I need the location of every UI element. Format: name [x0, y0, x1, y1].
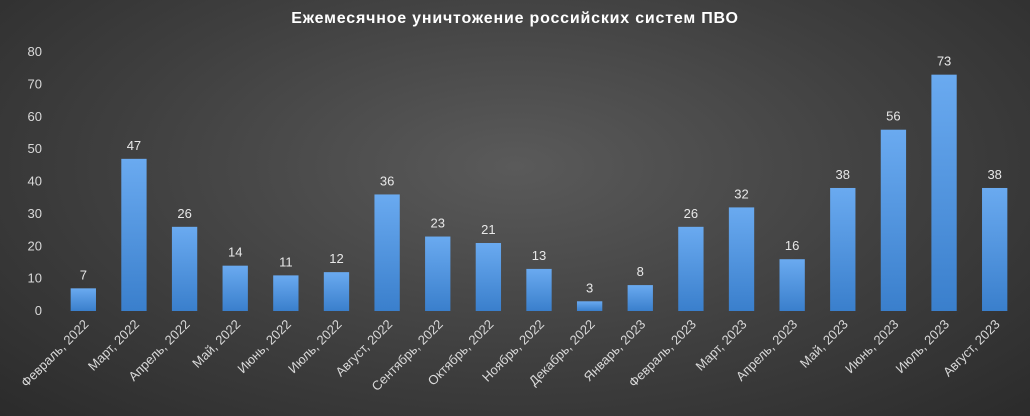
- data-label: 56: [886, 109, 900, 124]
- x-tick-label: Февраль, 2022: [18, 317, 92, 391]
- data-label: 38: [987, 167, 1001, 182]
- x-tick-label: Июнь, 2023: [842, 317, 902, 377]
- bar: [982, 187, 1008, 311]
- bar: [323, 272, 350, 311]
- bar: [374, 194, 400, 311]
- y-tick-label: 30: [28, 206, 42, 221]
- y-tick-label: 10: [28, 271, 42, 286]
- bar: [70, 288, 96, 311]
- bar: [931, 74, 957, 311]
- data-label: 47: [127, 138, 141, 153]
- x-tick-label: Июнь, 2022: [234, 317, 294, 377]
- data-label: 11: [279, 254, 293, 269]
- data-label: 73: [937, 54, 951, 69]
- bar: [526, 268, 552, 311]
- bar: [273, 275, 299, 311]
- y-tick-label: 80: [28, 44, 42, 59]
- y-tick-label: 20: [28, 238, 42, 253]
- y-tick-label: 70: [28, 76, 42, 91]
- bar: [779, 259, 805, 311]
- data-label: 8: [637, 264, 644, 279]
- data-label: 26: [177, 206, 191, 221]
- data-label: 7: [80, 267, 87, 282]
- bar: [728, 207, 755, 311]
- bar: [121, 158, 147, 311]
- y-axis: 0 10 20 30 40 50 60 70 80: [28, 44, 42, 318]
- y-tick-label: 60: [28, 109, 42, 124]
- data-label: 36: [380, 173, 394, 188]
- data-label: 26: [684, 206, 698, 221]
- bars: [70, 74, 1008, 311]
- data-label: 16: [785, 238, 799, 253]
- x-tick-label: Май, 2023: [797, 317, 851, 371]
- bar: [678, 226, 704, 311]
- data-label: 14: [228, 245, 242, 260]
- data-label: 32: [734, 186, 748, 201]
- data-label: 12: [329, 251, 343, 266]
- y-tick-label: 40: [28, 174, 42, 189]
- bar: [171, 226, 198, 311]
- bar: [425, 236, 451, 311]
- chart-title: Ежемесячное уничтожение российских систе…: [291, 10, 739, 27]
- bar: [576, 301, 603, 311]
- data-label: 38: [836, 167, 850, 182]
- y-tick-label: 0: [35, 303, 42, 318]
- bar: [627, 285, 653, 311]
- bar: [222, 265, 248, 311]
- bar: [880, 129, 907, 311]
- data-label: 3: [586, 280, 593, 295]
- data-label: 13: [532, 248, 546, 263]
- bar: [475, 243, 502, 311]
- data-label: 21: [481, 222, 495, 237]
- y-tick-label: 50: [28, 141, 42, 156]
- bar: [830, 187, 856, 311]
- data-label: 23: [431, 216, 445, 231]
- x-tick-label: Май, 2022: [189, 317, 243, 371]
